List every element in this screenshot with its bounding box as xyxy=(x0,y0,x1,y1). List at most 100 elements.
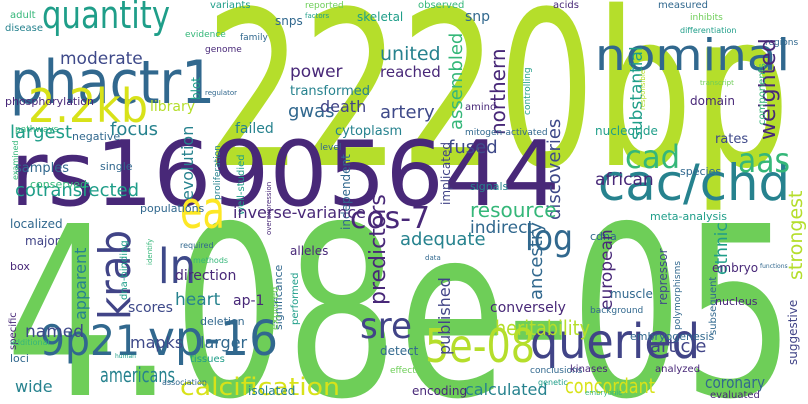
word: amino xyxy=(465,102,496,113)
word: concordant xyxy=(565,374,655,398)
word: transformed xyxy=(290,84,370,99)
word: calculated xyxy=(465,380,548,399)
word: inverse-variance xyxy=(233,203,366,222)
word: conserved xyxy=(30,178,87,191)
word: detect xyxy=(380,344,419,358)
word: african xyxy=(595,170,654,190)
word: indirect xyxy=(470,218,534,238)
word: snp xyxy=(465,9,490,25)
word: cac/chd xyxy=(598,154,790,212)
word: wide xyxy=(15,377,53,396)
word: published xyxy=(435,277,454,355)
word: substantial xyxy=(627,46,647,140)
word: genetic xyxy=(538,378,568,387)
word: major xyxy=(25,234,60,248)
word: measured xyxy=(658,0,708,11)
word: suggestive xyxy=(786,300,800,365)
word: deletion xyxy=(200,315,245,328)
word: transcript xyxy=(700,79,734,87)
word: phactr1 xyxy=(10,48,215,118)
word: box xyxy=(10,260,30,273)
word: polymorphisms xyxy=(673,261,683,330)
word: predictors xyxy=(366,194,391,305)
word: evidence xyxy=(185,30,226,40)
word: ancestry xyxy=(526,222,547,300)
word: focus xyxy=(110,119,158,140)
word: tissues xyxy=(190,354,225,365)
word: failed xyxy=(235,121,274,137)
word: single xyxy=(100,160,133,173)
word: united xyxy=(380,43,441,65)
word: cdna xyxy=(590,230,617,243)
word: larger xyxy=(200,333,248,352)
word: blot xyxy=(189,77,203,100)
word: alleles xyxy=(290,244,328,258)
word: implicated xyxy=(439,142,453,205)
word: assembled xyxy=(446,33,467,130)
word: nominal xyxy=(595,30,790,81)
word: 2.2kb xyxy=(28,79,148,133)
word: components xyxy=(757,63,768,125)
word: regulator xyxy=(205,89,237,97)
word: heart xyxy=(175,290,221,310)
word: overexpression xyxy=(265,182,273,235)
word: 4.08e-05 xyxy=(5,176,795,404)
word: controlling xyxy=(523,67,533,115)
word: artery xyxy=(380,102,435,123)
word: reached xyxy=(380,63,441,81)
word: quantity xyxy=(42,0,170,37)
word: repressor xyxy=(656,248,670,305)
word: heritability xyxy=(495,316,590,340)
word: gwas xyxy=(288,101,335,122)
word: identify xyxy=(146,239,154,265)
word: rates xyxy=(715,132,748,147)
word: 5e-08 xyxy=(425,319,535,373)
word: library xyxy=(150,99,195,115)
word: populations xyxy=(140,202,205,215)
word: isolated xyxy=(248,384,295,398)
word: embryogenesis xyxy=(630,330,715,343)
word: cotransfected xyxy=(15,180,139,201)
word: dna-binding xyxy=(119,240,130,300)
word: log xyxy=(525,218,573,259)
word: calcification xyxy=(180,373,340,401)
word: ethnic xyxy=(712,222,732,275)
word: functions xyxy=(760,263,788,270)
word: kinases xyxy=(570,364,608,375)
word: signals xyxy=(470,180,509,193)
word: effects xyxy=(390,366,421,376)
word: sre xyxy=(360,306,412,347)
word: 2220bp xyxy=(205,0,790,216)
word: variants xyxy=(210,0,251,11)
word: strongest xyxy=(785,190,807,280)
word: coronary xyxy=(705,373,765,392)
word: level xyxy=(320,143,341,153)
word: aas xyxy=(738,141,790,181)
word: reported xyxy=(305,1,344,11)
word: data xyxy=(425,254,441,262)
word: adult xyxy=(10,10,36,21)
word: specific xyxy=(8,312,19,350)
word: scores xyxy=(128,300,173,316)
word: mapks xyxy=(130,333,183,352)
word: rs16905644 xyxy=(10,122,560,227)
word: subsequent xyxy=(708,277,719,335)
word: nucleus xyxy=(715,295,758,308)
word: background xyxy=(590,306,643,316)
word: additional xyxy=(10,338,50,347)
word: embryonic xyxy=(585,389,622,397)
word: largest xyxy=(10,122,72,143)
word: loci xyxy=(10,352,29,365)
word: ln xyxy=(158,239,196,295)
word: northern xyxy=(486,48,510,135)
word: named xyxy=(25,322,84,342)
word: well-studied xyxy=(236,154,247,215)
word: moderate xyxy=(60,49,143,69)
word: conclusions xyxy=(530,366,583,376)
word: death xyxy=(320,97,366,116)
word: resource xyxy=(470,198,557,222)
word: significance xyxy=(272,264,285,330)
word: vp-16 xyxy=(148,311,278,367)
word: cad xyxy=(625,138,680,176)
